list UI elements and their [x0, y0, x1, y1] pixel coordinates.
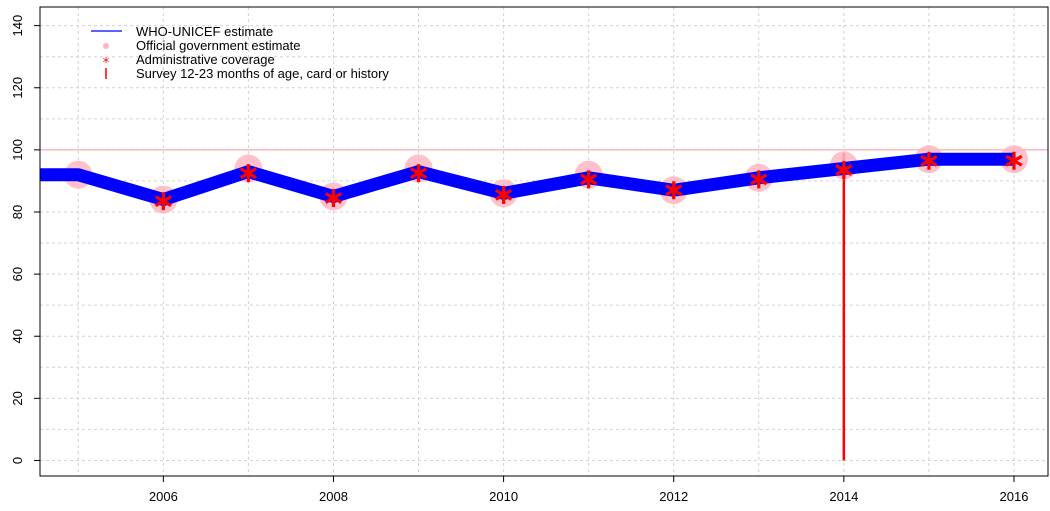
star-stroke — [409, 167, 428, 180]
x-tick-label: 2008 — [319, 489, 348, 504]
legend-star-marker: * — [103, 56, 110, 71]
y-axis: 0 20 40 60 80 100 120 140 — [10, 15, 40, 464]
x-tick-label: 2016 — [1000, 489, 1029, 504]
star-stroke — [920, 154, 938, 167]
administrative-point — [495, 185, 513, 204]
star-stroke — [324, 192, 343, 204]
y-tick-label: 80 — [10, 205, 25, 219]
administrative-series — [154, 151, 1023, 211]
legend: WHO-UNICEF estimate Official government … — [91, 24, 389, 81]
star-stroke — [1005, 154, 1023, 167]
administrative-point — [750, 170, 768, 189]
x-axis: 2006 2008 2010 2012 2014 2016 — [149, 476, 1029, 504]
legend-label-survey: Survey 12-23 months of age, card or hist… — [136, 66, 389, 81]
administrative-point — [920, 151, 938, 170]
star-stroke — [665, 184, 683, 197]
star-stroke — [835, 164, 853, 176]
star-stroke — [495, 189, 513, 201]
x-tick-label: 2006 — [149, 489, 178, 504]
administrative-point — [409, 164, 428, 183]
legend-label-official: Official government estimate — [136, 38, 301, 53]
administrative-point — [239, 164, 257, 183]
administrative-point — [154, 192, 172, 211]
administrative-point — [1005, 151, 1023, 170]
x-tick-label: 2012 — [659, 489, 688, 504]
star-stroke — [239, 167, 257, 180]
y-tick-label: 20 — [10, 391, 25, 405]
administrative-point — [580, 170, 598, 189]
x-tick-label: 2010 — [489, 489, 518, 504]
legend-label-administrative: Administrative coverage — [136, 52, 275, 67]
star-stroke — [750, 173, 768, 186]
plot-frame — [39, 6, 1049, 477]
administrative-point — [835, 161, 853, 180]
star-stroke — [580, 173, 598, 186]
y-tick-label: 120 — [10, 77, 25, 99]
x-tick-label: 2014 — [829, 489, 858, 504]
administrative-point — [324, 189, 343, 208]
y-tick-label: 40 — [10, 329, 25, 343]
y-tick-label: 60 — [10, 267, 25, 281]
legend-label-who-unicef: WHO-UNICEF estimate — [136, 24, 273, 39]
y-tick-label: 100 — [10, 139, 25, 161]
star-stroke — [154, 195, 172, 208]
y-tick-label: 140 — [10, 15, 25, 37]
administrative-point — [665, 181, 683, 200]
legend-dot-marker — [103, 43, 109, 49]
y-tick-label: 0 — [10, 457, 25, 464]
